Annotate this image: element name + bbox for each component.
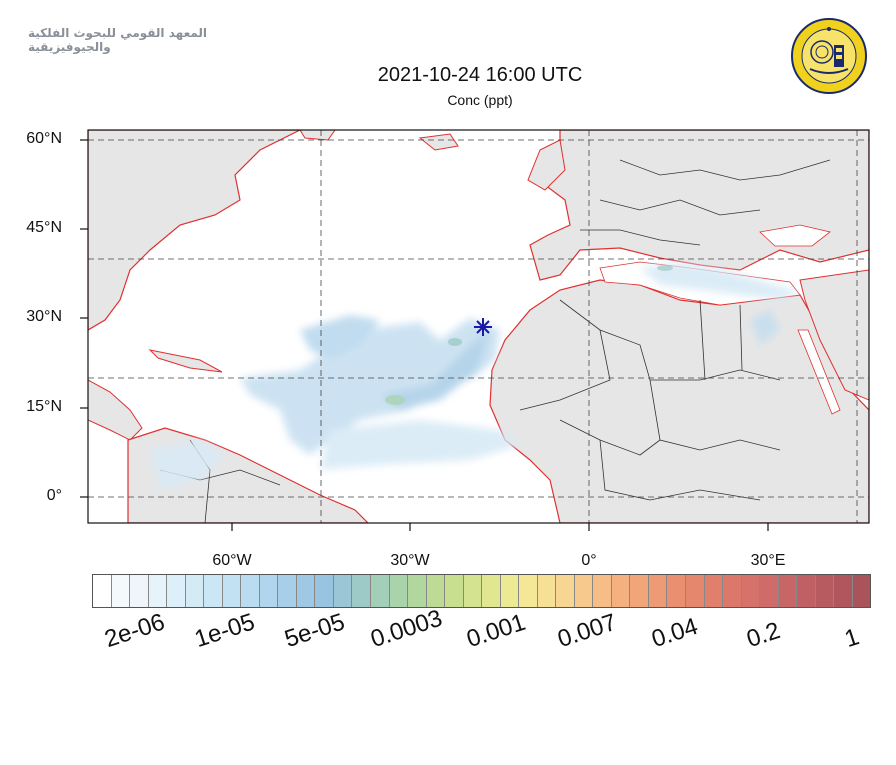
black-sea bbox=[759, 224, 831, 247]
land-central-america bbox=[88, 379, 143, 441]
colorbar-swatch bbox=[519, 575, 538, 607]
colorbar-swatch bbox=[852, 575, 871, 607]
colorbar-swatch bbox=[333, 575, 353, 607]
colorbar-swatch bbox=[704, 575, 724, 607]
colorbar-swatch bbox=[315, 575, 334, 607]
colorbar-swatch bbox=[648, 575, 668, 607]
colorbar-swatch bbox=[148, 575, 168, 607]
lat-label-15n: 15°N bbox=[26, 398, 62, 415]
lon-label-30e: 30°E bbox=[750, 552, 786, 569]
lat-label-30n: 30°N bbox=[26, 308, 62, 325]
concentration-plume bbox=[150, 262, 800, 490]
colorbar-swatch bbox=[241, 575, 260, 607]
colorbar-swatch bbox=[686, 575, 705, 607]
colorbar-swatch bbox=[426, 575, 446, 607]
colorbar-swatch bbox=[741, 575, 761, 607]
lon-label-0: 0° bbox=[581, 552, 597, 569]
red-sea bbox=[797, 329, 841, 415]
institute-name: المعهد القومي للبحوث الفلكية والجيوفيزيق… bbox=[28, 26, 208, 54]
colorbar-swatch bbox=[204, 575, 223, 607]
colorbar-swatch bbox=[111, 575, 131, 607]
colorbar-swatch bbox=[760, 575, 779, 607]
lat-label-45n: 45°N bbox=[26, 219, 62, 236]
colorbar-swatch bbox=[167, 575, 186, 607]
star-marker-icon bbox=[474, 318, 492, 336]
map-frame bbox=[87, 129, 870, 524]
colorbar-swatch bbox=[667, 575, 686, 607]
colorbar-swatch bbox=[93, 575, 112, 607]
colorbar-swatch bbox=[482, 575, 501, 607]
colorbar-swatch bbox=[556, 575, 575, 607]
colorbar-swatch bbox=[370, 575, 390, 607]
land-north-america bbox=[88, 130, 301, 331]
graticule bbox=[88, 130, 869, 523]
colorbar-swatch bbox=[815, 575, 835, 607]
axis-ticks bbox=[80, 139, 769, 531]
colorbar-swatch bbox=[278, 575, 297, 607]
colorbar-swatch bbox=[778, 575, 798, 607]
colorbar-swatch bbox=[463, 575, 483, 607]
colorbar-swatch bbox=[611, 575, 631, 607]
colorbar-swatch bbox=[574, 575, 594, 607]
colorbar-swatch bbox=[723, 575, 742, 607]
plume-peak-3 bbox=[657, 265, 673, 271]
colorbar-swatch bbox=[222, 575, 242, 607]
institute-logo bbox=[791, 18, 867, 94]
land-iceland bbox=[418, 133, 459, 151]
colorbar-swatch bbox=[797, 575, 816, 607]
lat-label-60n: 60°N bbox=[26, 130, 62, 147]
lat-label-0: 0° bbox=[46, 487, 62, 504]
map-subtitle: Conc (ppt) bbox=[447, 92, 513, 108]
colorbar-swatch bbox=[185, 575, 205, 607]
colorbar-swatch bbox=[389, 575, 409, 607]
colorbar-swatch bbox=[593, 575, 612, 607]
colorbar bbox=[92, 574, 871, 608]
colorbar-swatch bbox=[296, 575, 316, 607]
lon-label-30w: 30°W bbox=[390, 552, 430, 569]
colorbar-swatch bbox=[408, 575, 427, 607]
plume-peak-1 bbox=[385, 395, 405, 405]
colorbar-swatch bbox=[834, 575, 853, 607]
colorbar-swatch bbox=[630, 575, 649, 607]
lon-label-60w: 60°W bbox=[212, 552, 252, 569]
colorbar-swatch bbox=[352, 575, 371, 607]
colorbar-swatch bbox=[445, 575, 464, 607]
land-middle-east bbox=[799, 269, 869, 401]
colorbar-swatch bbox=[259, 575, 279, 607]
map-title: 2021-10-24 16:00 UTC bbox=[377, 64, 583, 86]
colorbar-swatch bbox=[130, 575, 149, 607]
land-cuba bbox=[148, 349, 223, 373]
land-britain bbox=[527, 139, 566, 191]
plume-peak-2 bbox=[448, 338, 462, 346]
colorbar-swatch bbox=[537, 575, 557, 607]
country-borders bbox=[159, 159, 831, 523]
colorbar-swatch bbox=[500, 575, 520, 607]
